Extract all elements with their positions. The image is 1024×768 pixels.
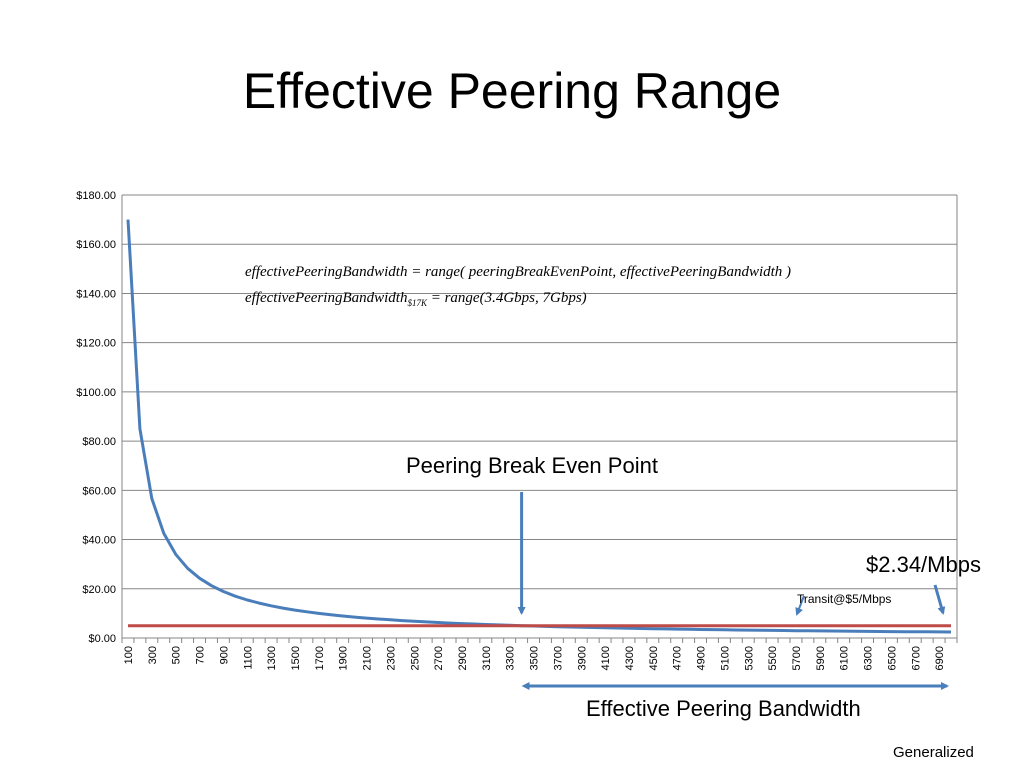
y-tick-label: $160.00 <box>76 239 116 251</box>
x-tick-label: 3100 <box>481 646 493 670</box>
transit-label: Transit@$5/Mbps <box>797 592 892 606</box>
x-tick-label: 3700 <box>552 646 564 670</box>
transit-arrow <box>795 595 805 616</box>
y-tick-label: $0.00 <box>88 633 116 645</box>
x-tick-label: 5500 <box>767 646 779 670</box>
y-tick-label: $140.00 <box>76 288 116 300</box>
x-tick-label: 4900 <box>696 646 708 670</box>
x-tick-label: 5900 <box>815 646 827 670</box>
x-tick-label: 2900 <box>457 646 469 670</box>
x-tick-label: 1500 <box>290 646 302 670</box>
x-tick-label: 1700 <box>314 646 326 670</box>
x-tick-label: 6900 <box>934 646 946 670</box>
range-label: Effective Peering Bandwidth <box>586 696 861 721</box>
x-tick-label: 3300 <box>505 646 517 670</box>
formula-line-1: effectivePeeringBandwidth = range( peeri… <box>245 264 791 281</box>
cost-per-mbps-series <box>126 219 952 634</box>
footer-note: Generalized <box>893 744 974 761</box>
x-tick-label: 2700 <box>433 646 445 670</box>
x-tick-label: 6700 <box>910 646 922 670</box>
x-tick-label: 1900 <box>338 646 350 670</box>
x-tick-label: 2100 <box>362 646 374 670</box>
x-tick-label: 500 <box>171 646 183 664</box>
price-label: $2.34/Mbps <box>866 552 981 577</box>
x-tick-label: 4700 <box>672 646 684 670</box>
x-tick-label: 1300 <box>266 646 278 670</box>
formula-line-2: effectivePeeringBandwidth$17K = range(3.… <box>245 290 587 308</box>
x-tick-label: 4300 <box>624 646 636 670</box>
break-even-label: Peering Break Even Point <box>406 453 658 478</box>
x-tick-label: 5700 <box>791 646 803 670</box>
y-tick-label: $20.00 <box>82 584 116 596</box>
x-tick-label: 5300 <box>743 646 755 670</box>
x-tick-label: 3500 <box>529 646 541 670</box>
y-tick-label: $180.00 <box>76 190 116 202</box>
x-tick-label: 5100 <box>719 646 731 670</box>
x-tick-label: 900 <box>218 646 230 664</box>
formula-line-2-subscript: $17K <box>407 298 427 308</box>
y-tick-label: $120.00 <box>76 338 116 350</box>
price-arrow <box>933 584 946 615</box>
y-tick-label: $40.00 <box>82 535 116 547</box>
x-tick-label: 2500 <box>409 646 421 670</box>
y-tick-label: $100.00 <box>76 387 116 399</box>
y-tick-label: $80.00 <box>82 436 116 448</box>
x-tick-label: 1100 <box>242 646 254 670</box>
y-tick-label: $60.00 <box>82 485 116 497</box>
x-tick-label: 100 <box>123 646 135 664</box>
x-tick-label: 3900 <box>576 646 588 670</box>
x-tick-label: 2300 <box>385 646 397 670</box>
x-tick-label: 300 <box>147 646 159 664</box>
x-tick-label: 6100 <box>839 646 851 670</box>
x-tick-label: 700 <box>195 646 207 664</box>
x-tick-label: 4100 <box>600 646 612 670</box>
x-tick-label: 6500 <box>886 646 898 670</box>
formula-line-2-rest: = range(3.4Gbps, 7Gbps) <box>426 290 587 306</box>
formula-line-1-text: effectivePeeringBandwidth = range( peeri… <box>245 264 792 280</box>
slide-title: Effective Peering Range <box>242 63 782 119</box>
x-tick-label: 4500 <box>648 646 660 670</box>
x-tick-label: 6300 <box>863 646 875 670</box>
formula-line-2-main: effectivePeeringBandwidth <box>245 290 408 306</box>
